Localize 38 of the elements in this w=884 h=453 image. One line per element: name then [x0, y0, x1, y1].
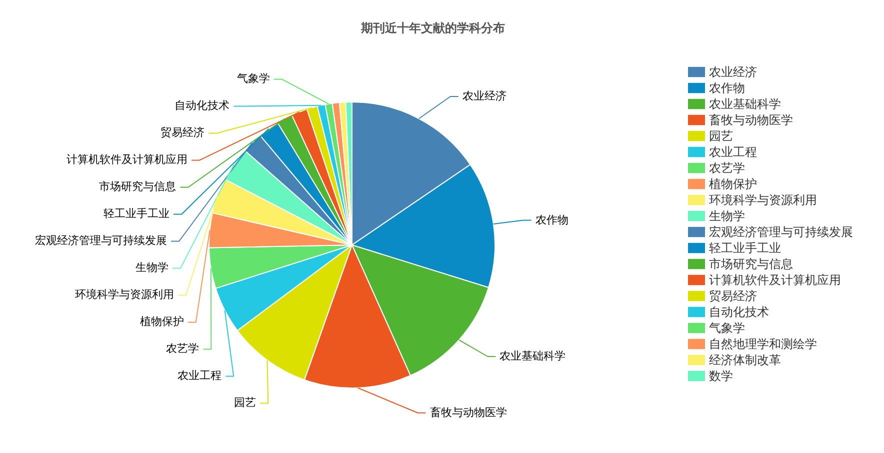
legend-label: 园艺	[709, 129, 733, 143]
slice-label: 轻工业手工业	[104, 207, 170, 220]
legend-label: 农作物	[709, 81, 745, 95]
slice-label: 环境科学与资源利用	[74, 288, 174, 302]
legend-label: 生物学	[709, 209, 745, 223]
legend-label: 数学	[709, 369, 733, 383]
legend-label: 气象学	[709, 321, 745, 335]
slice-label: 植物保护	[140, 315, 184, 328]
slice-label: 农艺学	[166, 342, 200, 356]
legend-label: 宏观经济管理与可持续发展	[709, 225, 853, 239]
slice-label: 自动化技术	[174, 99, 230, 112]
legend-label: 植物保护	[709, 177, 757, 191]
legend-label: 轻工业手工业	[709, 241, 781, 255]
legend-label: 农艺学	[709, 161, 745, 175]
slice-label: 农业工程	[178, 369, 222, 382]
slice-label: 畜牧与动物医学	[430, 406, 507, 419]
slice-label: 生物学	[135, 261, 168, 274]
legend-label: 畜牧与动物医学	[709, 113, 793, 127]
slice-label: 农业经济	[462, 90, 506, 103]
legend-label: 农业基础科学	[709, 97, 781, 111]
legend-label: 农业工程	[709, 145, 757, 159]
chart-title: 期刊近十年文献的学科分布	[360, 21, 505, 35]
slice-label: 气象学	[236, 72, 270, 86]
legend-label: 市场研究与信息	[709, 257, 793, 271]
legend-label: 经济体制改革	[709, 353, 781, 367]
slice-label: 园艺	[234, 396, 256, 410]
legend-label: 农业经济	[709, 65, 757, 79]
legend-label: 计算机软件及计算机应用	[709, 273, 841, 287]
slice-label: 贸易经济	[160, 126, 205, 140]
legend-label: 自动化技术	[709, 305, 769, 319]
legend-label: 自然地理学和测绘学	[709, 337, 817, 351]
legend-label: 环境科学与资源利用	[709, 193, 817, 207]
slice-label: 计算机软件及计算机应用	[66, 153, 188, 166]
slice-label: 农业基础科学	[500, 349, 566, 362]
slice-label: 宏观经济管理与可持续发展	[35, 234, 168, 248]
slice-label: 农作物	[535, 213, 568, 226]
legend-label: 贸易经济	[709, 289, 757, 303]
slice-label: 市场研究与信息	[99, 180, 176, 194]
